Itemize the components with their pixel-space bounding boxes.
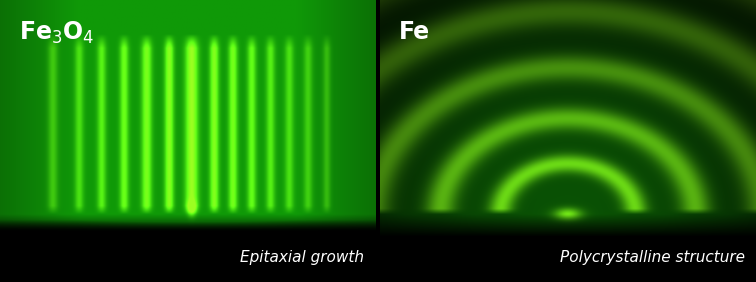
Text: Epitaxial growth: Epitaxial growth <box>240 250 364 265</box>
Text: Polycrystalline structure: Polycrystalline structure <box>559 250 745 265</box>
Text: Fe$_3$O$_4$: Fe$_3$O$_4$ <box>19 20 95 46</box>
Text: Fe: Fe <box>399 20 430 44</box>
